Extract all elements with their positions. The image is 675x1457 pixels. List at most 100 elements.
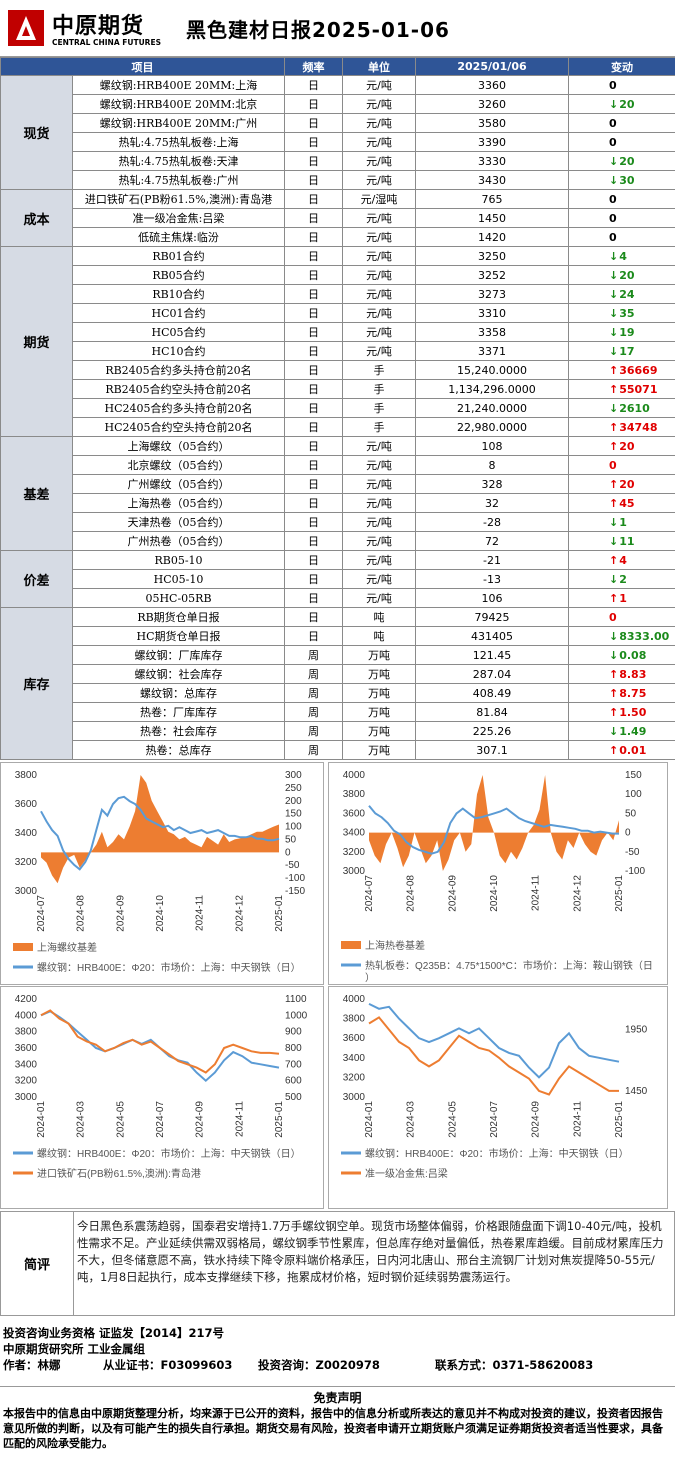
indicator-table: 项目 频率 单位 2025/01/06 变动 现货 螺纹钢:HRB400E 20M… xyxy=(0,57,675,760)
table-row: 基差 上海螺纹（05合约）日元/吨 108 ↑20 xyxy=(0,436,675,551)
x-tick-label: 2024-08 xyxy=(406,875,417,912)
freq-cell: 日 xyxy=(284,303,343,323)
change-cell: ↑1 xyxy=(568,588,675,608)
change-cell: 0 xyxy=(568,227,675,247)
x-tick-label: 2024-09 xyxy=(195,1101,206,1138)
unit-cell: 元/吨 xyxy=(342,588,416,608)
unit-cell: 元/吨 xyxy=(342,113,416,133)
x-tick-label: 2024-07 xyxy=(36,895,47,932)
y-left-tick-label: 3600 xyxy=(343,808,366,819)
change-cell: ↓2610 xyxy=(568,398,675,418)
table-row: HC01合约日元/吨 3310 ↓35 xyxy=(1,303,675,323)
freq-cell: 周 xyxy=(284,721,343,741)
value-cell: 3358 xyxy=(415,322,569,342)
change-cell: ↑4 xyxy=(568,550,675,570)
unit-cell: 元/吨 xyxy=(342,151,416,171)
change-cell: ↑34748 xyxy=(568,417,675,437)
freq-cell: 日 xyxy=(284,512,343,532)
item-cell: HC2405合约空头持仓前20名 xyxy=(72,417,285,437)
item-cell: 广州螺纹（05合约） xyxy=(72,474,285,494)
value-cell: 3430 xyxy=(415,170,569,190)
table-row: 05HC-05RB 日元/吨 106 ↑1 xyxy=(1,588,675,608)
y-left-tick-label: 3200 xyxy=(343,847,366,858)
freq-cell: 日 xyxy=(284,417,343,437)
unit-cell: 元/吨 xyxy=(342,246,416,266)
unit-cell: 吨 xyxy=(342,626,416,646)
item-cell: 螺纹钢：总库存 xyxy=(72,683,285,703)
unit-cell: 元/吨 xyxy=(342,569,416,589)
table-row: 热卷：厂库库存周万吨 81.84 ↑1.50 xyxy=(1,702,675,722)
freq-cell: 日 xyxy=(284,151,343,171)
table-row: 现货 螺纹钢:HRB400E 20MM:上海日元/吨 3360 0 xyxy=(0,75,675,190)
value-cell: 3390 xyxy=(415,132,569,152)
table-row: 库存 RB期货仓单日报日吨 79425 0 xyxy=(0,607,675,760)
footer-info: 投资咨询业务资格 证监发【2014】217号 中原期货研究所 工业金属组 作者：… xyxy=(3,1325,673,1373)
change-value: 8333.00 xyxy=(619,629,670,643)
table-row: RB2405合约多头持仓前20名日手 15,240.0000 ↑36669 xyxy=(1,360,675,380)
category-cell: 库存 xyxy=(0,607,73,760)
table-row: 北京螺纹（05合约）日元/吨 8 0 xyxy=(1,455,675,475)
table-row: 螺纹钢：总库存周万吨 408.49 ↑8.75 xyxy=(1,683,675,703)
col-header-unit: 单位 xyxy=(342,57,416,76)
value-cell: 225.26 xyxy=(415,721,569,741)
value-cell: 3310 xyxy=(415,303,569,323)
chart-panel-rebar-coke: 4000 3800 3600 3400 3200 3000 1950 1450 2024-01 2… xyxy=(328,986,668,1209)
change-value: 20 xyxy=(619,439,635,453)
change-value: 19 xyxy=(619,325,635,339)
contact-text: 联系方式：0371-58620083 xyxy=(435,1358,594,1372)
value-cell: 21,240.0000 xyxy=(415,398,569,418)
change-value: 1.50 xyxy=(619,705,647,719)
item-cell: 上海热卷（05合约） xyxy=(72,493,285,513)
unit-cell: 万吨 xyxy=(342,721,416,741)
value-cell: 3250 xyxy=(415,246,569,266)
price-line-series xyxy=(368,805,619,855)
y-left-tick-label: 3400 xyxy=(343,828,366,839)
unit-cell: 元/吨 xyxy=(342,170,416,190)
arrow-up-icon: ↑ xyxy=(609,420,619,434)
freq-cell: 日 xyxy=(284,322,343,342)
unit-cell: 元/吨 xyxy=(342,132,416,152)
item-cell: RB10合约 xyxy=(72,284,285,304)
unit-cell: 万吨 xyxy=(342,702,416,722)
unit-cell: 万吨 xyxy=(342,683,416,703)
change-value: 34748 xyxy=(619,420,658,434)
legend-label: 上海热卷基差 xyxy=(365,939,425,952)
change-value: 0 xyxy=(609,192,617,206)
unit-cell: 元/吨 xyxy=(342,341,416,361)
freq-cell: 日 xyxy=(284,341,343,361)
item-cell: 05HC-05RB xyxy=(72,588,285,608)
change-cell: 0 xyxy=(568,113,675,133)
unit-cell: 元/吨 xyxy=(342,322,416,342)
unit-cell: 元/湿吨 xyxy=(342,189,416,209)
table-row: 准一级冶金焦:吕梁日元/吨 1450 0 xyxy=(1,208,675,228)
basis-area-series xyxy=(369,775,619,871)
change-cell: ↓20 xyxy=(568,151,675,171)
arrow-down-icon: ↓ xyxy=(609,287,619,301)
value-cell: 307.1 xyxy=(415,740,569,760)
change-value: 1 xyxy=(619,515,627,529)
change-cell: 0 xyxy=(568,132,675,152)
price-line-series xyxy=(368,1003,620,1079)
category-cell: 基差 xyxy=(0,436,73,551)
item-cell: 准一级冶金焦:吕梁 xyxy=(72,208,285,228)
change-value: 0 xyxy=(609,610,617,624)
value-cell: 72 xyxy=(415,531,569,551)
y-left-tick-label: 3800 xyxy=(343,1014,366,1025)
x-tick-label: 2024-09 xyxy=(531,1101,542,1138)
change-cell: ↓1 xyxy=(568,512,675,532)
y-left-tick-label: 4000 xyxy=(343,994,366,1005)
change-value: 1.49 xyxy=(619,724,647,738)
change-cell: ↑36669 xyxy=(568,360,675,380)
item-cell: 热卷：厂库库存 xyxy=(72,702,285,722)
item-cell: 低硫主焦煤:临汾 xyxy=(72,227,285,247)
change-cell: ↑20 xyxy=(568,436,675,456)
x-tick-label: 2025-01 xyxy=(274,895,285,932)
value-cell: 3371 xyxy=(415,341,569,361)
table-row: 上海热卷（05合约）日元/吨 32 ↑45 xyxy=(1,493,675,513)
table-row: 价差 RB05-10 日元/吨 -21 ↑4 xyxy=(0,550,675,608)
x-tick-label: 2024-11 xyxy=(195,895,206,931)
legend-label: 螺纹钢：HRB400E：Φ20：市场价：上海：中天钢铁（日） xyxy=(37,961,301,974)
author-text: 作者：林娜 xyxy=(3,1358,61,1372)
unit-cell: 吨 xyxy=(342,607,416,627)
